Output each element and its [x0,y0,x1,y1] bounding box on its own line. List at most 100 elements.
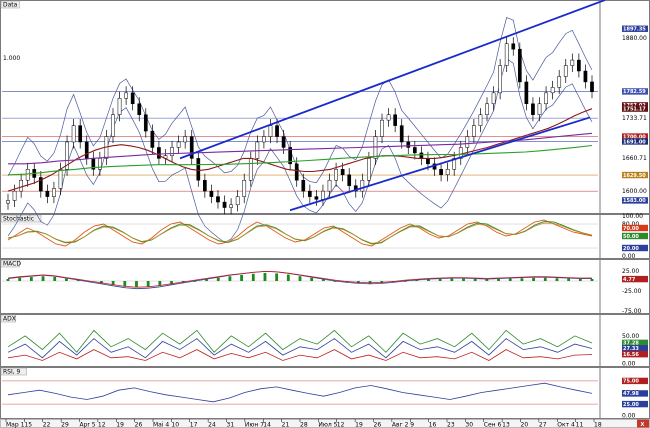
data-value-tag [622,105,648,112]
candle-body [6,200,10,204]
macd-panel [0,259,650,314]
candle-body [406,141,411,148]
rsi-value-tag [622,400,648,408]
candle-body [485,103,489,115]
moving-average-mid [7,144,593,176]
stochastic-k-line [7,219,593,247]
stochastic-tick-label: 100.00 [622,213,643,220]
candle-body [419,152,424,159]
candle-body [439,169,443,176]
stochastic-signal-line [7,222,593,244]
candle-body [229,204,233,208]
candle-body [517,48,522,83]
candle-body [275,125,279,137]
rsi-value-tag-label: 75.00 [623,379,639,385]
x-axis-label: Окт 4 [557,422,575,428]
candle-body [45,190,50,197]
adx-tick-label: 50.00 [622,333,639,340]
candle-body [143,114,148,132]
macd-bar [53,277,57,281]
macd-title: MACD [3,261,21,268]
candle-body [38,177,43,192]
macd-bar [520,278,524,281]
x-axis-label: Map 1 [6,422,25,428]
macd-bar [485,279,489,281]
data-title-box [0,0,20,9]
data-value-tag-label: 1782.59 [623,89,646,95]
candle-body [203,179,207,192]
macd-bar [555,278,559,281]
x-axis-label: 13 [502,422,510,428]
candle-body [84,141,89,159]
data-value-tag-label: 1691.00 [623,139,646,145]
macd-bar [111,281,115,285]
plus-di-line [7,338,593,359]
close-icon: X [641,422,645,428]
candle-body [570,59,575,66]
x-axis-label: Июл 5 [318,422,337,428]
macd-bar [298,276,302,281]
macd-bar [508,278,512,281]
data-value-tag [622,88,648,95]
macd-bar [286,274,290,281]
candle-body [550,87,555,94]
x-axis-label: Сен 6 [484,422,502,428]
macd-bar [158,281,162,286]
x-axis-label: 26 [135,422,143,428]
candle-body [504,43,509,66]
macd-bar [170,281,173,285]
stochastic-tick-label: 0.00 [622,253,636,260]
data-value-tag-label: 1897.35 [623,27,646,33]
rsi-value-tag-label: 25.00 [623,402,639,408]
stochastic-value-tag [622,224,648,232]
macd-bar [240,275,243,281]
stochastic-d-line [7,221,593,245]
candle-body [412,147,417,154]
close-button[interactable] [637,419,649,428]
adx-value-tag [622,339,648,347]
candle-body [71,125,76,143]
channel-lower [289,116,591,212]
stochastic-panel [0,214,650,259]
candle-body [78,125,83,143]
candle-body [478,114,483,126]
stochastic-value-tag [622,232,648,240]
adx-value-tag [622,350,648,358]
candle-body [183,136,188,143]
macd-bar [76,280,80,281]
rsi-panel [0,367,650,419]
x-axis-label: 19 [355,422,363,428]
bollinger-upper [7,17,593,184]
candle-body [111,114,115,137]
x-axis-label: 15 [24,422,32,428]
x-axis-label: 22 [43,422,51,428]
macd-bar [216,277,220,281]
channel-upper [179,0,606,160]
candle-body [124,92,128,99]
x-axis-label: 30 [465,422,473,428]
candle-body [216,196,220,203]
data-value-tag-label: 1583.00 [623,198,646,204]
data-tick-label: 1880.00 [622,35,647,42]
stochastic-value-tag-label: 20.00 [623,246,639,252]
stochastic-value-tag-label: 50.00 [623,234,639,240]
rsi-value-tag-label: 47.98 [623,391,639,397]
rsi-value-tag [622,377,648,385]
candle-body [307,190,312,197]
macd-bar [543,277,547,281]
x-axis-label: 17 [190,422,198,428]
candle-body [465,136,470,148]
candle-body [399,125,404,143]
macd-bar [29,277,33,281]
macd-bar [532,277,535,281]
candle-body [472,125,476,137]
candle-body [426,158,430,165]
x-axis-label: Apr 5 [80,422,96,428]
macd-bar [18,277,22,281]
x-axis-label: 28 [300,422,308,428]
macd-bar [462,278,465,281]
candle-body [281,136,286,148]
macd-bar [321,279,325,281]
x-axis-label: 26 [374,422,382,428]
